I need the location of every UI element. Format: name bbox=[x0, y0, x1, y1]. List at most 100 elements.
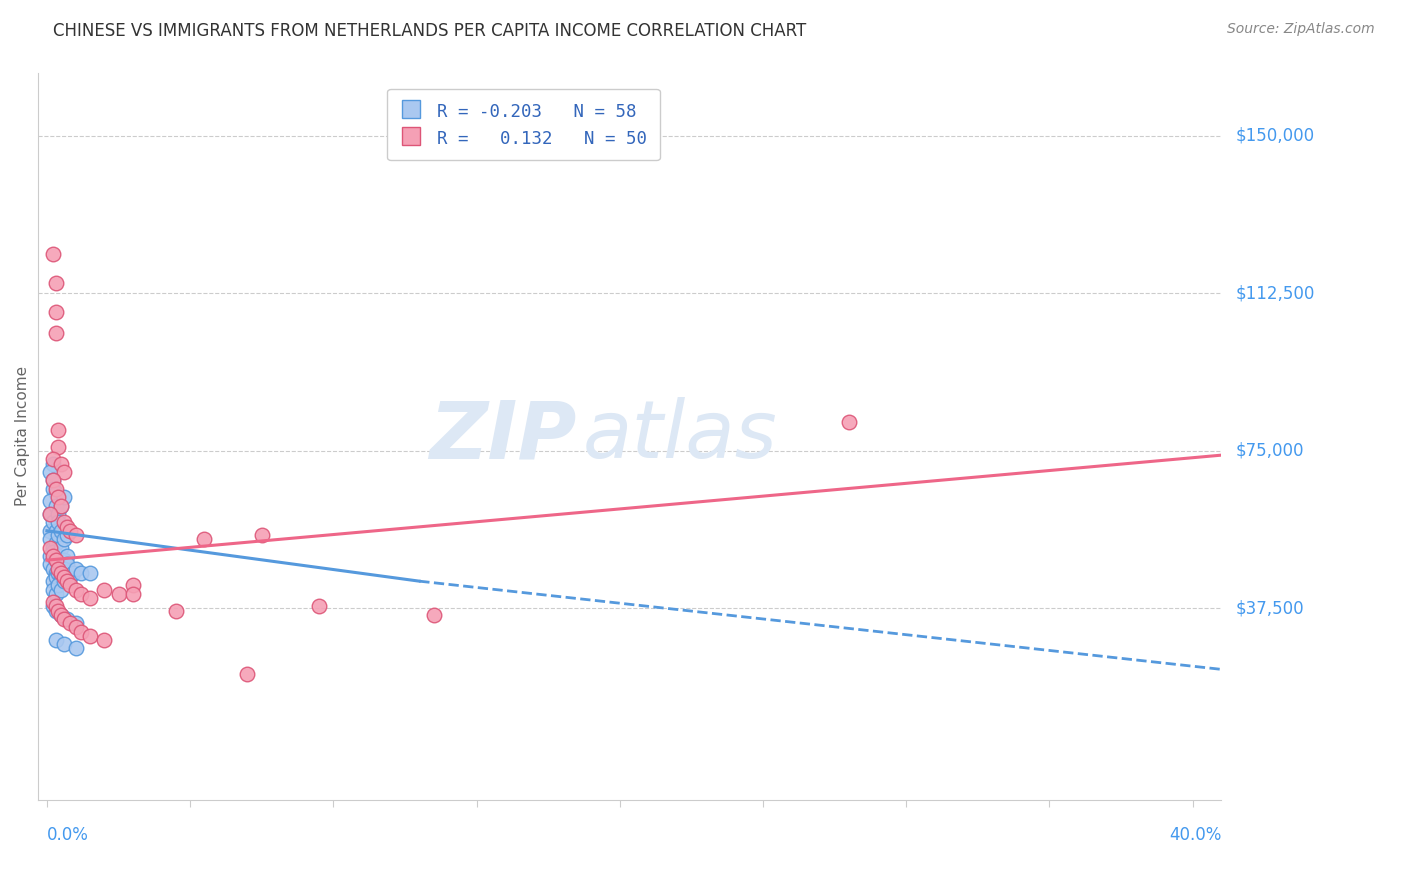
Point bbox=[44, 603, 66, 617]
Point bbox=[48, 440, 70, 454]
Point bbox=[62, 566, 84, 580]
Point bbox=[48, 490, 70, 504]
Point bbox=[48, 558, 70, 572]
Point bbox=[56, 558, 79, 572]
Point bbox=[53, 553, 76, 567]
Point bbox=[65, 561, 87, 575]
Point bbox=[38, 532, 60, 546]
Point bbox=[838, 415, 860, 429]
Point bbox=[41, 545, 63, 559]
Point bbox=[41, 246, 63, 260]
Point bbox=[59, 570, 82, 584]
Point bbox=[44, 486, 66, 500]
Point bbox=[44, 587, 66, 601]
Point bbox=[56, 549, 79, 563]
Point bbox=[65, 641, 87, 656]
Point bbox=[65, 582, 87, 597]
Point bbox=[51, 499, 73, 513]
Point bbox=[53, 490, 76, 504]
Point bbox=[38, 465, 60, 479]
Point bbox=[51, 607, 73, 622]
Point bbox=[121, 578, 143, 592]
Point bbox=[41, 574, 63, 589]
Point bbox=[193, 532, 215, 546]
Point bbox=[56, 519, 79, 533]
Point bbox=[165, 603, 187, 617]
Text: $75,000: $75,000 bbox=[1236, 442, 1303, 460]
Point bbox=[236, 666, 259, 681]
Point bbox=[51, 541, 73, 555]
Point bbox=[41, 599, 63, 614]
Point bbox=[48, 528, 70, 542]
Point bbox=[53, 612, 76, 626]
Point bbox=[38, 558, 60, 572]
Point bbox=[121, 587, 143, 601]
Point bbox=[51, 524, 73, 538]
Point bbox=[65, 620, 87, 634]
Point bbox=[93, 632, 115, 647]
Point bbox=[41, 595, 63, 609]
Point bbox=[79, 591, 101, 605]
Point bbox=[51, 561, 73, 575]
Point bbox=[308, 599, 330, 614]
Point bbox=[51, 607, 73, 622]
Point bbox=[48, 603, 70, 617]
Point bbox=[38, 507, 60, 521]
Text: $37,500: $37,500 bbox=[1236, 599, 1303, 617]
Point bbox=[44, 566, 66, 580]
Text: CHINESE VS IMMIGRANTS FROM NETHERLANDS PER CAPITA INCOME CORRELATION CHART: CHINESE VS IMMIGRANTS FROM NETHERLANDS P… bbox=[53, 22, 807, 40]
Point bbox=[53, 570, 76, 584]
Point bbox=[53, 516, 76, 530]
Point bbox=[44, 632, 66, 647]
Point bbox=[79, 629, 101, 643]
Point bbox=[44, 326, 66, 341]
Point bbox=[48, 507, 70, 521]
Point bbox=[41, 474, 63, 488]
Point bbox=[41, 561, 63, 575]
Text: atlas: atlas bbox=[582, 397, 778, 475]
Point bbox=[48, 566, 70, 580]
Point bbox=[79, 566, 101, 580]
Legend: R = -0.203   N = 58, R =   0.132   N = 50: R = -0.203 N = 58, R = 0.132 N = 50 bbox=[387, 89, 659, 161]
Point bbox=[44, 553, 66, 567]
Point bbox=[48, 549, 70, 563]
Point bbox=[59, 524, 82, 538]
Y-axis label: Per Capita Income: Per Capita Income bbox=[15, 367, 30, 507]
Point bbox=[56, 612, 79, 626]
Point bbox=[44, 553, 66, 567]
Point bbox=[56, 528, 79, 542]
Point bbox=[53, 465, 76, 479]
Point bbox=[59, 616, 82, 631]
Point bbox=[48, 578, 70, 592]
Point bbox=[38, 549, 60, 563]
Point bbox=[51, 499, 73, 513]
Point bbox=[41, 482, 63, 496]
Point bbox=[107, 587, 129, 601]
Point bbox=[41, 457, 63, 471]
Point bbox=[70, 624, 93, 639]
Point bbox=[65, 616, 87, 631]
Point bbox=[48, 516, 70, 530]
Point bbox=[41, 474, 63, 488]
Point bbox=[44, 305, 66, 319]
Point bbox=[48, 423, 70, 437]
Point bbox=[53, 532, 76, 546]
Point bbox=[41, 452, 63, 467]
Point bbox=[38, 524, 60, 538]
Text: Source: ZipAtlas.com: Source: ZipAtlas.com bbox=[1227, 22, 1375, 37]
Point bbox=[70, 587, 93, 601]
Point bbox=[51, 582, 73, 597]
Point bbox=[93, 582, 115, 597]
Point bbox=[44, 599, 66, 614]
Point bbox=[48, 561, 70, 575]
Point bbox=[250, 528, 273, 542]
Point bbox=[44, 536, 66, 550]
Point bbox=[44, 570, 66, 584]
Point bbox=[51, 570, 73, 584]
Point bbox=[422, 607, 444, 622]
Point bbox=[38, 494, 60, 508]
Point bbox=[65, 528, 87, 542]
Text: 40.0%: 40.0% bbox=[1168, 825, 1222, 844]
Point bbox=[70, 566, 93, 580]
Point bbox=[38, 507, 60, 521]
